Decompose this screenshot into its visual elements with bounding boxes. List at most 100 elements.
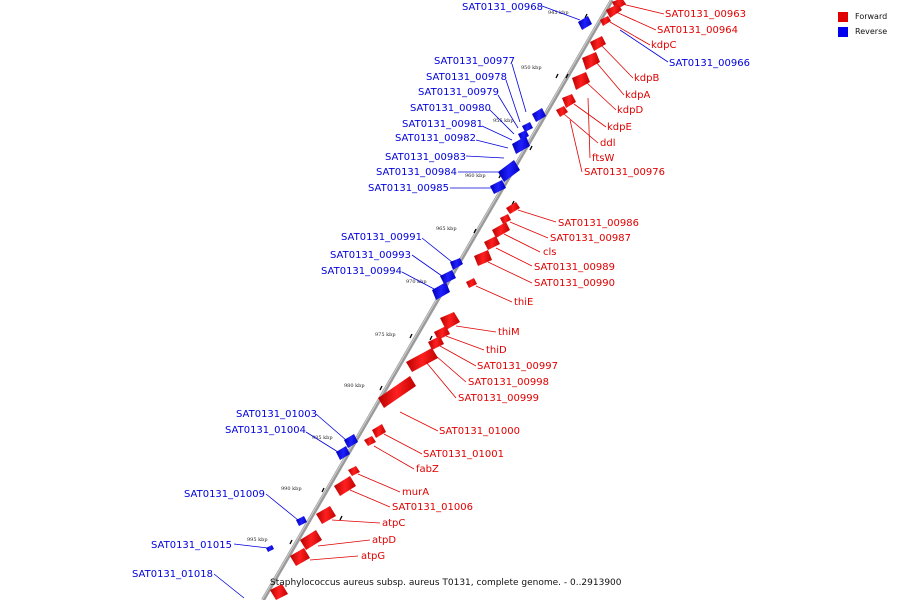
gene-label[interactable]: atpD bbox=[372, 535, 396, 546]
gene-label[interactable]: SAT0131_01000 bbox=[439, 426, 520, 437]
gene-label[interactable]: SAT0131_00983 bbox=[385, 152, 466, 163]
gene-label[interactable]: SAT0131_00993 bbox=[330, 250, 411, 261]
gene-label[interactable]: SAT0131_01009 bbox=[184, 489, 265, 500]
gene-block-00968 bbox=[578, 16, 592, 30]
gene-block-01000 bbox=[378, 376, 416, 408]
gene-label[interactable]: kdpA bbox=[625, 90, 650, 101]
tick-995: 995 kbp bbox=[247, 537, 293, 545]
gene-label[interactable]: SAT0131_01006 bbox=[392, 502, 473, 513]
gene-block-01006 bbox=[334, 476, 356, 496]
gene-label[interactable]: cls bbox=[543, 247, 557, 258]
gene-label[interactable]: ddl bbox=[600, 138, 615, 149]
gene-label[interactable]: SAT0131_00964 bbox=[657, 25, 738, 36]
gene-label[interactable]: kdpB bbox=[634, 73, 659, 84]
gene-label[interactable]: thiE bbox=[514, 297, 533, 308]
forward-swatch bbox=[838, 11, 848, 22]
gene-block-atpG bbox=[290, 548, 310, 566]
gene-block-murA bbox=[348, 466, 360, 476]
gene-label[interactable]: SAT0131_00966 bbox=[669, 58, 750, 69]
gene-label[interactable]: SAT0131_00979 bbox=[418, 87, 499, 98]
forward-labels: SAT0131_00963 SAT0131_00964 kdpC kdpB kd… bbox=[361, 9, 746, 562]
gene-label[interactable]: SAT0131_01004 bbox=[225, 425, 306, 436]
gene-block-00998 bbox=[406, 348, 438, 372]
gene-label[interactable]: fabZ bbox=[416, 464, 439, 475]
gene-label[interactable]: SAT0131_00981 bbox=[402, 119, 483, 130]
gene-label[interactable]: SAT0131_00998 bbox=[468, 377, 549, 388]
gene-label[interactable]: thiM bbox=[498, 327, 520, 338]
legend-forward-label: Forward bbox=[855, 12, 888, 21]
gene-block-cls bbox=[492, 222, 510, 238]
gene-block-atpC bbox=[316, 506, 336, 524]
gene-label[interactable]: SAT0131_00985 bbox=[368, 183, 449, 194]
gene-label[interactable]: atpG bbox=[361, 551, 385, 562]
gene-label[interactable]: thiD bbox=[486, 345, 507, 356]
gene-label[interactable]: SAT0131_00991 bbox=[341, 232, 422, 243]
gene-label[interactable]: SAT0131_01018 bbox=[132, 569, 213, 580]
tick-label: 965 kbp bbox=[436, 226, 457, 232]
tick-975: 975 kbp bbox=[375, 332, 413, 339]
gene-block-kdpE bbox=[562, 94, 576, 108]
gene-label[interactable]: murA bbox=[402, 487, 429, 498]
gene-label[interactable]: SAT0131_01003 bbox=[236, 409, 317, 420]
gene-label[interactable]: SAT0131_01015 bbox=[151, 540, 232, 551]
gene-label[interactable]: SAT0131_00982 bbox=[395, 133, 476, 144]
reverse-leaders bbox=[213, 5, 669, 599]
gene-block-thiM bbox=[440, 312, 460, 330]
gene-block-thiD bbox=[434, 326, 450, 340]
gene-block-00991 bbox=[450, 258, 463, 270]
gene-label[interactable]: SAT0131_00980 bbox=[410, 103, 491, 114]
tick-label: 955 kbp bbox=[493, 118, 514, 124]
gene-label[interactable]: ftsW bbox=[592, 153, 614, 164]
reverse-labels: SAT0131_00968 SAT0131_00966 SAT0131_0097… bbox=[132, 2, 750, 580]
gene-block-kdpA bbox=[582, 52, 600, 70]
gene-block-00987 bbox=[500, 214, 511, 224]
tick-label: 985 kbp bbox=[312, 435, 333, 441]
tick-980: 980 kbp bbox=[344, 383, 383, 391]
gene-label[interactable]: SAT0131_00984 bbox=[376, 167, 457, 178]
tick-945: 945 kbp bbox=[548, 10, 588, 19]
gene-label[interactable]: SAT0131_00968 bbox=[462, 2, 543, 13]
tick-label: 970 kbp bbox=[406, 279, 427, 285]
gene-block-00985 bbox=[490, 180, 506, 194]
gene-block-01015 bbox=[266, 545, 274, 552]
gene-label[interactable]: SAT0131_00994 bbox=[321, 266, 402, 277]
gene-label[interactable]: kdpD bbox=[617, 105, 643, 116]
gene-block-atpD bbox=[300, 530, 322, 550]
gene-label[interactable]: SAT0131_00978 bbox=[426, 72, 507, 83]
gene-label[interactable]: SAT0131_00986 bbox=[558, 218, 639, 229]
gene-label[interactable]: SAT0131_00987 bbox=[550, 233, 631, 244]
gene-label[interactable]: atpC bbox=[382, 518, 405, 529]
gene-label[interactable]: kdpC bbox=[651, 40, 676, 51]
gene-label[interactable]: SAT0131_01001 bbox=[423, 449, 504, 460]
tick-990: 990 kbp bbox=[281, 486, 325, 493]
gene-label[interactable]: SAT0131_00990 bbox=[534, 278, 615, 289]
gene-block-kdpD bbox=[572, 72, 590, 90]
tick-965: 965 kbp bbox=[436, 226, 477, 234]
gene-block-00990 bbox=[474, 250, 492, 266]
gene-label[interactable]: SAT0131_00977 bbox=[434, 56, 515, 67]
reverse-swatch bbox=[838, 26, 848, 37]
genome-caption: Staphylococcus aureus subsp. aureus T013… bbox=[270, 578, 622, 588]
gene-label[interactable]: SAT0131_00999 bbox=[458, 393, 539, 404]
genome-backbone bbox=[261, 0, 614, 600]
gene-label[interactable]: SAT0131_00963 bbox=[665, 9, 746, 20]
gene-block-ddl bbox=[556, 106, 568, 117]
forward-gene-blocks bbox=[270, 0, 626, 600]
tick-label: 990 kbp bbox=[281, 486, 302, 492]
gene-block-00964 bbox=[606, 4, 622, 18]
gene-label[interactable]: SAT0131_00997 bbox=[477, 361, 558, 372]
gene-block-01001 bbox=[372, 424, 386, 438]
gene-label[interactable]: kdpE bbox=[607, 122, 632, 133]
gene-label[interactable]: SAT0131_00976 bbox=[584, 167, 665, 178]
tick-label: 960 kbp bbox=[465, 173, 486, 179]
tick-label: 980 kbp bbox=[344, 383, 365, 389]
legend-forward: Forward bbox=[838, 9, 887, 24]
gene-block-00994 bbox=[432, 282, 450, 300]
tick-label: 995 kbp bbox=[247, 537, 268, 543]
reverse-gene-blocks bbox=[266, 16, 592, 552]
gene-block-00984 bbox=[498, 160, 520, 182]
gene-label[interactable]: SAT0131_00989 bbox=[534, 262, 615, 273]
gene-block-01003 bbox=[344, 434, 358, 448]
gene-block-00977 bbox=[532, 108, 546, 122]
tick-label: 975 kbp bbox=[375, 332, 396, 338]
